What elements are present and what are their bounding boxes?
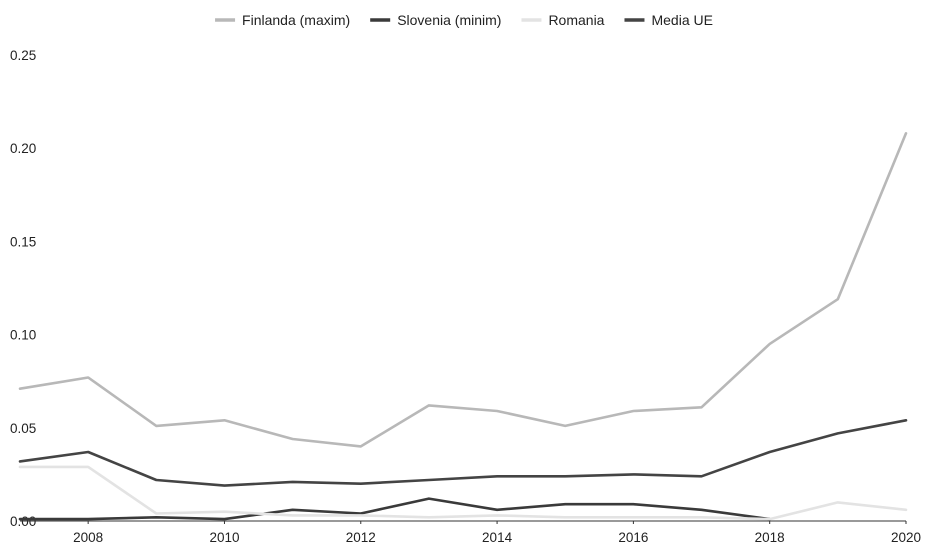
chart-legend: Finlanda (maxim) Slovenia (minim) Romania M… bbox=[215, 12, 713, 28]
y-tick-label: 0.05 bbox=[10, 421, 36, 436]
plot-area bbox=[18, 132, 908, 521]
y-axis: 0.000.050.100.150.200.25 bbox=[10, 48, 36, 529]
x-tick-label: 2016 bbox=[618, 530, 648, 544]
legend-label: Slovenia (minim) bbox=[397, 12, 501, 28]
legend-label: Media UE bbox=[651, 12, 712, 28]
y-tick-label: 0.20 bbox=[10, 141, 36, 156]
x-tick-label: 2010 bbox=[209, 530, 239, 544]
legend-label: Finlanda (maxim) bbox=[242, 12, 350, 28]
y-tick-label: 0.10 bbox=[10, 328, 36, 343]
series-line-1 bbox=[18, 497, 771, 521]
y-tick-label: 0.25 bbox=[10, 48, 36, 63]
x-tick-label: 2020 bbox=[891, 530, 921, 544]
x-tick-label: 2008 bbox=[73, 530, 103, 544]
x-tick-label: 2014 bbox=[482, 530, 513, 544]
series-line-0 bbox=[18, 132, 908, 448]
x-tick-label: 2012 bbox=[346, 530, 376, 544]
series-line-2 bbox=[18, 465, 908, 521]
x-axis: 2008 2010 2012 2014 2016 2018 2020 bbox=[20, 520, 921, 544]
series-line-3 bbox=[18, 419, 908, 487]
legend-label: Romania bbox=[548, 12, 604, 28]
x-tick-label: 2018 bbox=[755, 530, 785, 544]
y-tick-label: 0.15 bbox=[10, 234, 36, 249]
